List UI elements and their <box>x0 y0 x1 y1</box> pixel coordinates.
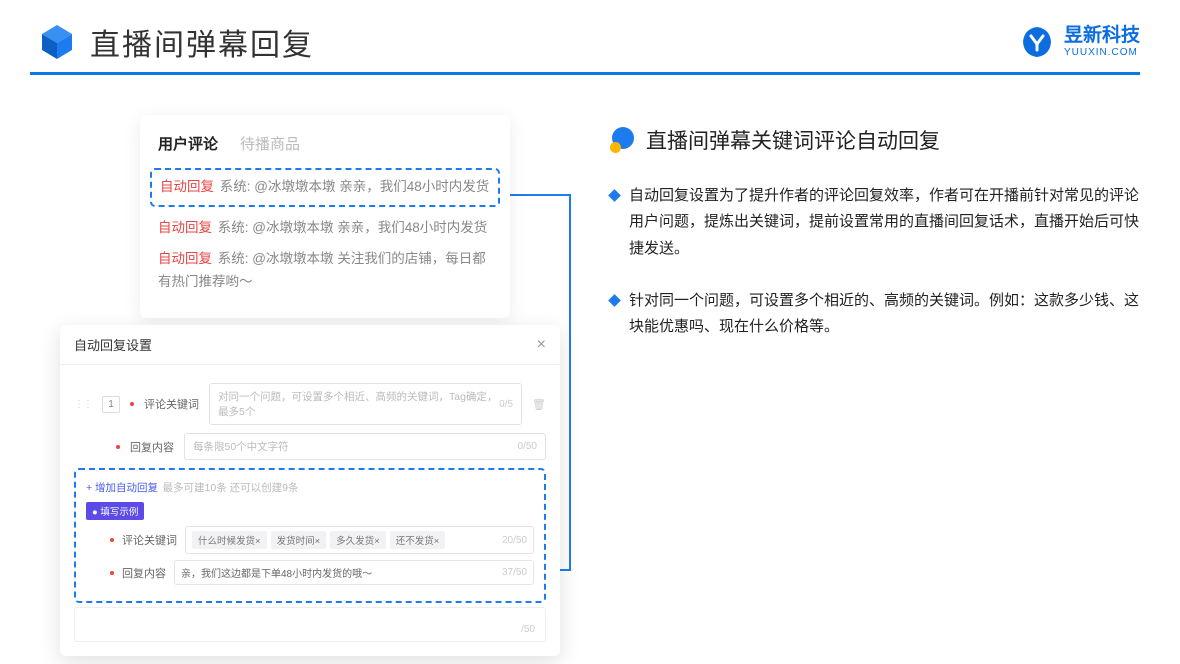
diamond-icon <box>608 189 621 202</box>
content-counter: 0/50 <box>518 441 537 452</box>
bullet-item: 针对同一个问题，可设置多个相近的、高频的关键词。例如：这款多少钱、这块能优惠吗、… <box>610 288 1140 341</box>
page-title: 直播间弹幕回复 <box>90 20 314 64</box>
required-dot <box>110 538 114 542</box>
row-index: 1 <box>102 396 120 413</box>
ex-content-label: 回复内容 <box>122 565 166 581</box>
auto-reply-tag: 自动回复 <box>158 251 212 266</box>
comments-card: 用户评论 待播商品 自动回复 系统: @冰墩墩本墩 亲亲，我们48小时内发货 自… <box>140 115 510 318</box>
brand-sub: YUUXIN.COM <box>1064 47 1140 58</box>
example-badge: ● 填写示例 <box>86 502 144 520</box>
ex-content-counter: 37/50 <box>502 567 527 578</box>
keyword-label: 评论关键词 <box>144 396 199 412</box>
bullet-text: 针对同一个问题，可设置多个相近的、高频的关键词。例如：这款多少钱、这块能优惠吗、… <box>629 288 1140 341</box>
brand-name: 昱新科技 <box>1064 26 1140 47</box>
example-box: + 增加自动回复 最多可建10条 还可以创建9条 ● 填写示例 评论关键词 什么… <box>74 468 546 603</box>
brand-logo: 昱新科技 YUUXIN.COM <box>1020 25 1140 59</box>
section-icon <box>610 127 636 153</box>
required-dot <box>116 445 120 449</box>
auto-reply-tag: 自动回复 <box>160 179 214 194</box>
tag-pill[interactable]: 什么时候发货× <box>192 531 267 549</box>
required-dot <box>110 571 114 575</box>
comment-text: 系统: @冰墩墩本墩 亲亲，我们48小时内发货 <box>218 220 487 235</box>
extra-counter: /50 <box>521 624 535 635</box>
tag-pill[interactable]: 发货时间× <box>271 531 327 549</box>
extra-input[interactable]: /50 <box>74 607 546 642</box>
keyword-counter: 0/5 <box>499 399 513 410</box>
auto-reply-tag: 自动回复 <box>158 220 212 235</box>
bullet-item: 自动回复设置为了提升作者的评论回复效率，作者可在开播前针对常见的评论用户问题，提… <box>610 183 1140 262</box>
tab-comments[interactable]: 用户评论 <box>158 133 218 154</box>
content-input[interactable]: 每条限50个中文字符 0/50 <box>184 433 546 460</box>
ex-keyword-label: 评论关键词 <box>122 532 177 548</box>
logo-icon <box>1020 25 1054 59</box>
required-dot <box>130 402 134 406</box>
highlighted-comment: 自动回复 系统: @冰墩墩本墩 亲亲，我们48小时内发货 <box>150 168 500 207</box>
tab-products[interactable]: 待播商品 <box>240 133 300 154</box>
cube-icon <box>38 23 76 61</box>
tag-pill[interactable]: 多久发货× <box>330 531 386 549</box>
add-hint: 最多可建10条 还可以创建9条 <box>163 482 299 494</box>
diamond-icon <box>608 294 621 307</box>
settings-card: 自动回复设置 × ⋮⋮ 1 评论关键词 对同一个问题，可设置多个相近、高频的关键… <box>60 325 560 656</box>
settings-title: 自动回复设置 <box>74 335 152 354</box>
drag-handle-icon[interactable]: ⋮⋮ <box>74 399 92 410</box>
ex-content-input[interactable]: 亲，我们这边都是下单48小时内发货的哦～ 37/50 <box>174 560 534 585</box>
keyword-input[interactable]: 对同一个问题，可设置多个相近、高频的关键词，Tag确定，最多5个 0/5 <box>209 383 522 425</box>
add-reply-link[interactable]: + 增加自动回复 <box>86 482 158 494</box>
delete-icon[interactable]: 🗑 <box>532 398 546 411</box>
comment-text: 系统: @冰墩墩本墩 亲亲，我们48小时内发货 <box>220 179 489 194</box>
section-title: 直播间弹幕关键词评论自动回复 <box>646 125 940 155</box>
bullet-text: 自动回复设置为了提升作者的评论回复效率，作者可在开播前针对常见的评论用户问题，提… <box>629 183 1140 262</box>
ex-keyword-input[interactable]: 什么时候发货× 发货时间× 多久发货× 还不发货× 20/50 <box>185 526 534 554</box>
close-icon[interactable]: × <box>537 336 546 354</box>
ex-keyword-counter: 20/50 <box>502 535 527 546</box>
tag-pill[interactable]: 还不发货× <box>390 531 446 549</box>
content-label: 回复内容 <box>130 439 174 455</box>
